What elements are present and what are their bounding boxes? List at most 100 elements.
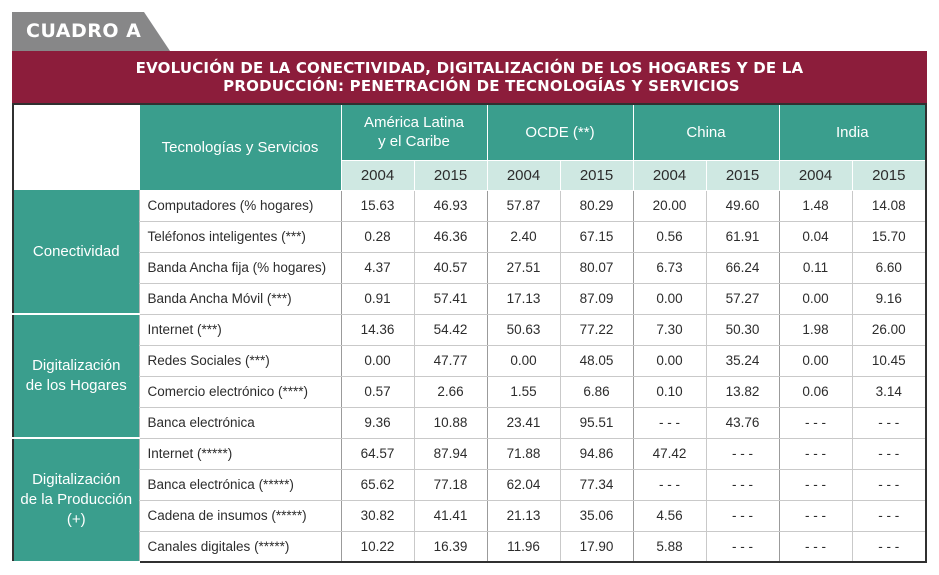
table-row: Banda Ancha fija (% hogares) 4.37 40.57 27.… (13, 252, 927, 284)
value-cell: 20.00 (632, 190, 707, 222)
value-cell: 0.57 (340, 376, 414, 408)
category-cell: Digitalización de la Producción (+) (13, 438, 139, 563)
value-cell: 15.70 (851, 221, 927, 253)
value-cell: 57.87 (486, 190, 560, 222)
value-cell: 0.00 (632, 283, 707, 315)
table-row: Teléfonos inteligentes (***) 0.28 46.36 2.4… (13, 221, 927, 253)
value-cell: 50.63 (486, 314, 560, 346)
category-label-line: de la Producción (20, 491, 133, 508)
value-cell: - - - (705, 469, 780, 501)
value-cell: 77.34 (559, 469, 634, 501)
header-year: 2015 (559, 159, 634, 191)
value-cell: 41.41 (413, 500, 487, 532)
value-cell: 0.00 (486, 345, 560, 377)
value-cell: 35.06 (559, 500, 634, 532)
value-cell: 43.76 (705, 407, 780, 439)
value-cell: 80.29 (559, 190, 634, 222)
category-label-line: (+) (66, 511, 86, 528)
value-cell: 77.22 (559, 314, 634, 346)
table-row: Banda Ancha Móvil (***) 0.91 57.41 17.13 87.… (13, 283, 927, 315)
value-cell: 0.04 (778, 221, 853, 253)
header-region-india: India (778, 104, 927, 160)
table-row: Canales digitales (*****) 10.22 16.39 11.96… (13, 531, 927, 563)
header-year: 2004 (340, 159, 415, 191)
value-cell: - - - (778, 500, 853, 532)
value-cell: 62.04 (486, 469, 560, 501)
value-cell: - - - (851, 531, 927, 563)
table-title-line-1: EVOLUCIÓN DE LA CONECTIVIDAD, DIGITALIZA… (135, 59, 804, 77)
value-cell: 48.05 (559, 345, 634, 377)
category-label-line: Conectividad (32, 242, 120, 260)
value-cell: - - - (705, 500, 780, 532)
category-cell: Digitalización de los Hogares (13, 314, 139, 439)
table-row: Banca electrónica 9.36 10.88 23.41 95.51- - … (13, 407, 927, 439)
technology-name: Banda Ancha Móvil (***) (138, 283, 341, 315)
value-cell: - - - (851, 500, 927, 532)
value-cell: 6.86 (559, 376, 634, 408)
value-cell: 0.00 (340, 345, 414, 377)
value-cell: 1.48 (778, 190, 853, 222)
table-row: Redes Sociales (***) 0.00 47.77 0.00 48.05 0.… (13, 345, 927, 377)
value-cell: 10.88 (413, 407, 487, 439)
value-cell: 4.37 (340, 252, 414, 284)
value-cell: - - - (705, 531, 780, 563)
table-row: Comercio electrónico (****) 0.57 2.66 1.55 6… (13, 376, 927, 408)
value-cell: 2.66 (413, 376, 487, 408)
value-cell: 0.10 (632, 376, 707, 408)
value-cell: 0.00 (778, 283, 853, 315)
value-cell: 71.88 (486, 438, 560, 470)
value-cell: 1.55 (486, 376, 560, 408)
value-cell: 87.09 (559, 283, 634, 315)
value-cell: 30.82 (340, 500, 414, 532)
value-cell: 21.13 (486, 500, 560, 532)
value-cell: 80.07 (559, 252, 634, 284)
value-cell: - - - (851, 407, 927, 439)
header-region-china: China (632, 104, 780, 160)
header-year: 2004 (632, 159, 707, 191)
cuadro-label: CUADRO A (12, 12, 170, 51)
header-technologies: Tecnologías y Servicios (139, 104, 342, 190)
value-cell: 16.39 (413, 531, 487, 563)
value-cell: 35.24 (705, 345, 780, 377)
value-cell: - - - (632, 469, 707, 501)
value-cell: 0.56 (632, 221, 707, 253)
value-cell: 17.13 (486, 283, 560, 315)
header-year: 2015 (705, 159, 780, 191)
technology-name: Banda Ancha fija (% hogares) (138, 252, 341, 284)
table-title: EVOLUCIÓN DE LA CONECTIVIDAD, DIGITALIZA… (12, 51, 927, 103)
value-cell: - - - (778, 407, 853, 439)
value-cell: 2.40 (486, 221, 560, 253)
technology-name: Internet (***) (138, 314, 341, 346)
value-cell: 61.91 (705, 221, 780, 253)
table-row: Cadena de insumos (*****) 30.82 41.41 21.13… (13, 500, 927, 532)
table-body: Conectividad Computadores (% hogares) 15.6… (13, 190, 927, 563)
header-region-ocde: OCDE (**) (486, 104, 634, 160)
value-cell: 77.18 (413, 469, 487, 501)
value-cell: 49.60 (705, 190, 780, 222)
value-cell: 95.51 (559, 407, 634, 439)
data-table: Tecnologías y Servicios América Latina y… (12, 103, 928, 563)
value-cell: 57.41 (413, 283, 487, 315)
value-cell: - - - (778, 438, 853, 470)
value-cell: 50.30 (705, 314, 780, 346)
value-cell: 11.96 (486, 531, 560, 563)
header-year: 2004 (486, 159, 561, 191)
value-cell: 6.73 (632, 252, 707, 284)
technology-name: Computadores (% hogares) (138, 190, 341, 222)
technology-name: Banca electrónica (138, 407, 341, 439)
value-cell: 66.24 (705, 252, 780, 284)
header-year: 2015 (851, 159, 927, 191)
value-cell: 0.00 (632, 345, 707, 377)
value-cell: 10.45 (851, 345, 927, 377)
header-region-lac: América Latina y el Caribe (340, 104, 488, 160)
value-cell: 3.14 (851, 376, 927, 408)
value-cell: 0.91 (340, 283, 414, 315)
value-cell: 26.00 (851, 314, 927, 346)
table-title-line-2: PRODUCCIÓN: PENETRACIÓN DE TECNOLOGÍAS Y… (223, 77, 740, 95)
category-label-line: Digitalización (32, 471, 121, 488)
value-cell: 47.77 (413, 345, 487, 377)
value-cell: - - - (778, 469, 853, 501)
value-cell: 54.42 (413, 314, 487, 346)
value-cell: 4.56 (632, 500, 707, 532)
value-cell: - - - (851, 438, 927, 470)
